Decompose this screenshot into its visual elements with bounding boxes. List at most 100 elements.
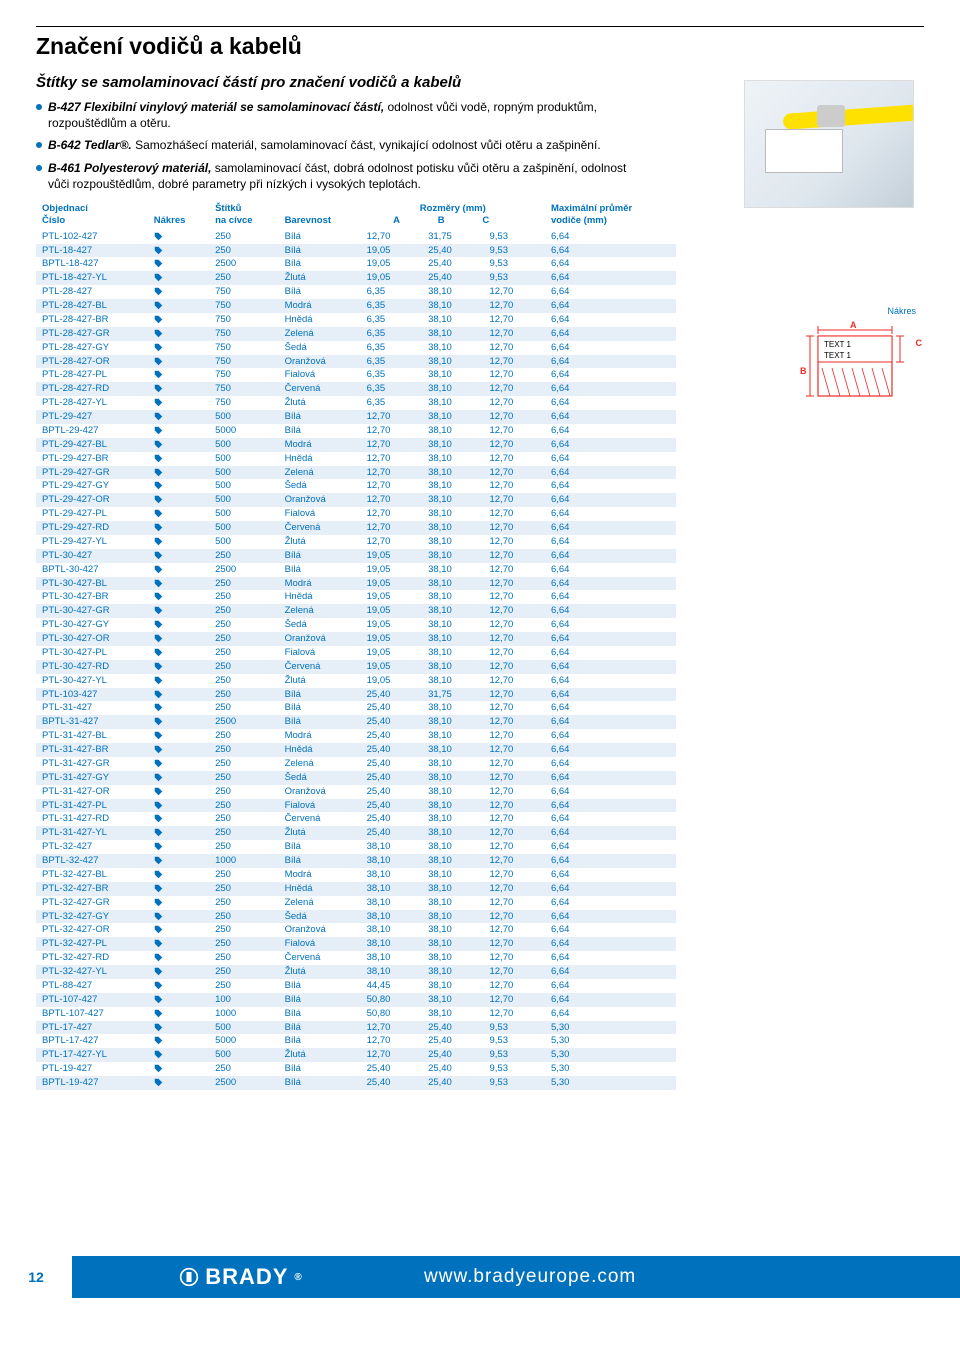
cell-a: 25,40 [361, 688, 422, 702]
cell-b: 38,10 [422, 299, 483, 313]
cell-color: Bílá [279, 424, 361, 438]
cell-max: 6,64 [545, 507, 676, 521]
cell-a: 12,70 [361, 466, 422, 480]
cell-order: PTL-29-427-RD [36, 521, 148, 535]
cell-max: 6,64 [545, 563, 676, 577]
cell-b: 38,10 [422, 646, 483, 660]
cell-c: 12,70 [483, 1007, 544, 1021]
table-row: PTL-31-427-GR250Zelená25,4038,1012,706,6… [36, 757, 676, 771]
svg-text:TEXT 1: TEXT 1 [824, 351, 852, 360]
cell-diagram [148, 1007, 209, 1021]
cell-b: 38,10 [422, 701, 483, 715]
tag-icon [154, 1078, 163, 1087]
cell-max: 6,64 [545, 466, 676, 480]
cell-b: 38,10 [422, 479, 483, 493]
table-row: BPTL-31-4272500Bílá25,4038,1012,706,64 [36, 715, 676, 729]
cell-order: BPTL-19-427 [36, 1076, 148, 1090]
dim-label-c: C [916, 338, 923, 348]
tag-icon [154, 925, 163, 934]
cell-order: PTL-31-427-OR [36, 785, 148, 799]
cell-order: PTL-32-427-YL [36, 965, 148, 979]
table-row: PTL-31-427250Bílá25,4038,1012,706,64 [36, 701, 676, 715]
table-row: PTL-29-427500Bílá12,7038,1012,706,64 [36, 410, 676, 424]
cell-max: 6,64 [545, 674, 676, 688]
cell-b: 31,75 [422, 230, 483, 244]
cell-b: 38,10 [422, 715, 483, 729]
table-row: PTL-29-427-PL500Fialová12,7038,1012,706,… [36, 507, 676, 521]
cell-b: 38,10 [422, 951, 483, 965]
cell-max: 6,64 [545, 882, 676, 896]
cell-order: PTL-32-427-PL [36, 937, 148, 951]
table-row: BPTL-29-4275000Bílá12,7038,1012,706,64 [36, 424, 676, 438]
cell-c: 12,70 [483, 674, 544, 688]
th-dims: Rozměry (mm) A B C [361, 202, 545, 230]
cell-color: Bílá [279, 1062, 361, 1076]
cell-b: 38,10 [422, 674, 483, 688]
tag-icon [154, 398, 163, 407]
tag-icon [154, 454, 163, 463]
cell-b: 38,10 [422, 868, 483, 882]
table-row: PTL-103-427250Bílá25,4031,7512,706,64 [36, 688, 676, 702]
cell-c: 12,70 [483, 618, 544, 632]
tag-icon [154, 870, 163, 879]
cell-a: 25,40 [361, 771, 422, 785]
cell-order: PTL-32-427-GR [36, 896, 148, 910]
cell-c: 12,70 [483, 313, 544, 327]
cell-b: 38,10 [422, 993, 483, 1007]
cell-diagram [148, 771, 209, 785]
cell-order: PTL-29-427-BL [36, 438, 148, 452]
cell-qty: 250 [209, 646, 278, 660]
cell-qty: 500 [209, 466, 278, 480]
table-row: PTL-30-427-GY250Šedá19,0538,1012,706,64 [36, 618, 676, 632]
table-row: PTL-28-427-BR750Hnědá6,3538,1012,706,64 [36, 313, 676, 327]
cell-a: 44,45 [361, 979, 422, 993]
cell-b: 38,10 [422, 549, 483, 563]
cell-color: Bílá [279, 840, 361, 854]
cell-color: Fialová [279, 507, 361, 521]
cell-color: Oranžová [279, 785, 361, 799]
cell-c: 12,70 [483, 438, 544, 452]
cell-a: 19,05 [361, 646, 422, 660]
tag-icon [154, 939, 163, 948]
cell-color: Červená [279, 812, 361, 826]
bullet-text: B-427 Flexibilní vinylový materiál se sa… [48, 99, 636, 131]
page-number: 12 [0, 1256, 72, 1298]
tag-icon [154, 370, 163, 379]
cell-c: 12,70 [483, 507, 544, 521]
cell-c: 12,70 [483, 299, 544, 313]
table-row: PTL-28-427-OR750Oranžová6,3538,1012,706,… [36, 355, 676, 369]
cell-max: 6,64 [545, 785, 676, 799]
cell-qty: 1000 [209, 854, 278, 868]
table-row: BPTL-32-4271000Bílá38,1038,1012,706,64 [36, 854, 676, 868]
table-row: PTL-31-427-GY250Šedá25,4038,1012,706,64 [36, 771, 676, 785]
cell-color: Červená [279, 521, 361, 535]
cell-b: 38,10 [422, 493, 483, 507]
cell-qty: 250 [209, 674, 278, 688]
cell-qty: 250 [209, 826, 278, 840]
cell-max: 6,64 [545, 230, 676, 244]
cell-c: 9,53 [483, 271, 544, 285]
cell-b: 38,10 [422, 507, 483, 521]
cell-order: PTL-29-427-PL [36, 507, 148, 521]
cell-color: Zelená [279, 757, 361, 771]
cell-order: PTL-31-427-BL [36, 729, 148, 743]
cell-c: 12,70 [483, 757, 544, 771]
cell-a: 19,05 [361, 618, 422, 632]
cell-color: Fialová [279, 937, 361, 951]
cell-a: 12,70 [361, 535, 422, 549]
cell-a: 25,40 [361, 729, 422, 743]
cell-qty: 250 [209, 951, 278, 965]
cell-c: 12,70 [483, 923, 544, 937]
cell-a: 19,05 [361, 549, 422, 563]
cell-max: 6,64 [545, 993, 676, 1007]
cell-a: 6,35 [361, 327, 422, 341]
cell-diagram [148, 382, 209, 396]
cell-color: Bílá [279, 1007, 361, 1021]
cell-diagram [148, 257, 209, 271]
tag-icon [154, 981, 163, 990]
tag-icon [154, 592, 163, 601]
cell-color: Fialová [279, 368, 361, 382]
cell-qty: 250 [209, 868, 278, 882]
cell-diagram [148, 313, 209, 327]
cell-a: 25,40 [361, 826, 422, 840]
